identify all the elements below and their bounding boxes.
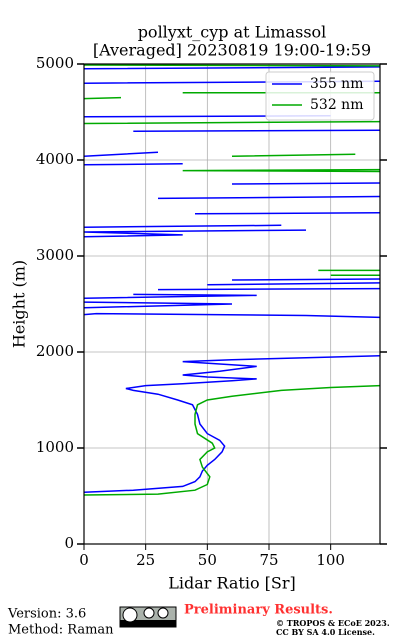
title-line: pollyxt_cyp at Limassol [138, 23, 327, 42]
y-tick-label: 4000 [36, 150, 74, 168]
title-line: [Averaged] 20230819 19:00-19:59 [93, 41, 371, 60]
y-tick-label: 0 [64, 534, 74, 552]
series-line [84, 66, 380, 493]
x-tick-label: 50 [198, 551, 217, 569]
x-tick-label: 100 [316, 551, 345, 569]
x-axis-label: Lidar Ratio [Sr] [168, 574, 296, 593]
version: Version: 3.6 [7, 607, 86, 622]
copyright: © TROPOS & ECoE 2023. [276, 618, 390, 628]
x-tick-label: 0 [79, 551, 89, 569]
license: CC BY SA 4.0 License. [276, 627, 375, 637]
plot-frame [83, 63, 381, 545]
y-tick-label: 3000 [36, 246, 74, 264]
x-tick-label: 75 [259, 551, 278, 569]
cc-logo [119, 606, 177, 628]
y-tick-label: 2000 [36, 342, 74, 360]
legend-label: 355 nm [310, 76, 363, 92]
x-tick-label: 25 [136, 551, 155, 569]
status: Preliminary Results. [184, 603, 333, 618]
y-tick-label: 5000 [36, 54, 74, 72]
y-tick-label: 1000 [36, 438, 74, 456]
legend-label: 532 nm [310, 97, 363, 113]
y-axis-label: Height (m) [10, 260, 29, 348]
method: Method: Raman [8, 623, 114, 638]
